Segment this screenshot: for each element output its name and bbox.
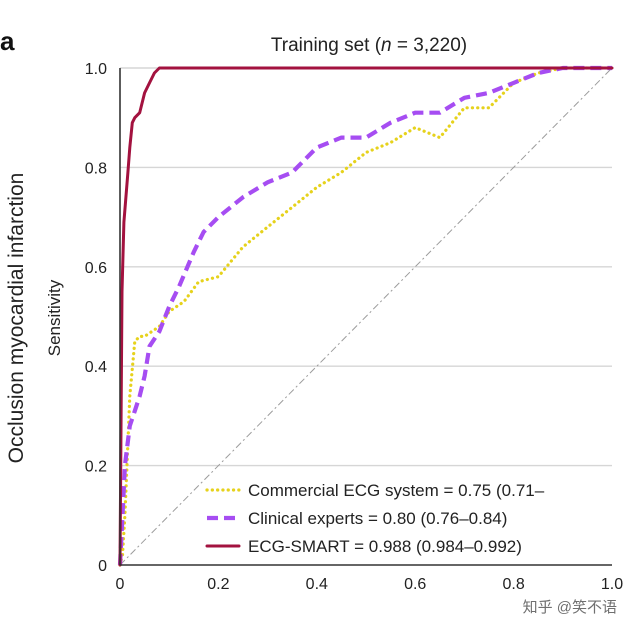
x-tick-label: 0.4 (306, 576, 328, 593)
x-tick-label: 1.0 (601, 576, 623, 593)
diagonal-line (119, 67, 613, 566)
series-line-clinical-experts (117, 65, 612, 566)
legend-label: ECG-SMART = 0.988 (0.984–0.992) (248, 537, 522, 556)
x-tick-label: 0 (116, 576, 125, 593)
y-tick-label: 0 (98, 558, 107, 575)
y-tick-label: 0.8 (85, 160, 107, 177)
y-tick-label: 0.2 (85, 459, 107, 476)
grid-lines (120, 67, 612, 467)
y-tick-label: 0.4 (85, 359, 107, 376)
chart-title: Training set (n = 3,220) (271, 35, 467, 56)
chart-title-suffix: = 3,220) (392, 35, 468, 56)
x-tick-label: 0.6 (404, 576, 426, 593)
panel-label: a (0, 26, 15, 56)
axes (119, 68, 612, 566)
y-axis-label: Sensitivity (45, 279, 64, 356)
series-lines (117, 65, 614, 567)
chance-diagonal (119, 67, 613, 566)
y-tick-label: 0.6 (85, 260, 107, 277)
watermark: 知乎 @笑不语 (523, 599, 617, 616)
series-line-commercial-ecg-system (118, 66, 614, 567)
legend-label: Commercial ECG system = 0.75 (0.71– (248, 481, 545, 500)
legend-label: Clinical experts = 0.80 (0.76–0.84) (248, 509, 507, 528)
y-tick-label: 1.0 (85, 61, 107, 78)
x-tick-label: 0.2 (207, 576, 229, 593)
x-tick-label: 0.8 (502, 576, 524, 593)
legend: Commercial ECG system = 0.75 (0.71– Clini… (205, 481, 545, 556)
chart-title-prefix: Training set ( (271, 35, 382, 56)
tick-labels: 0 0.2 0.4 0.6 0.8 1.0 0 0.2 0.4 0.6 0.8 1.0 (85, 61, 623, 593)
chart-title-n: n (381, 35, 392, 56)
series-line-ecg-smart (118, 66, 614, 567)
y-axis-outer-label: Occlusion myocardial infarction (5, 173, 28, 464)
